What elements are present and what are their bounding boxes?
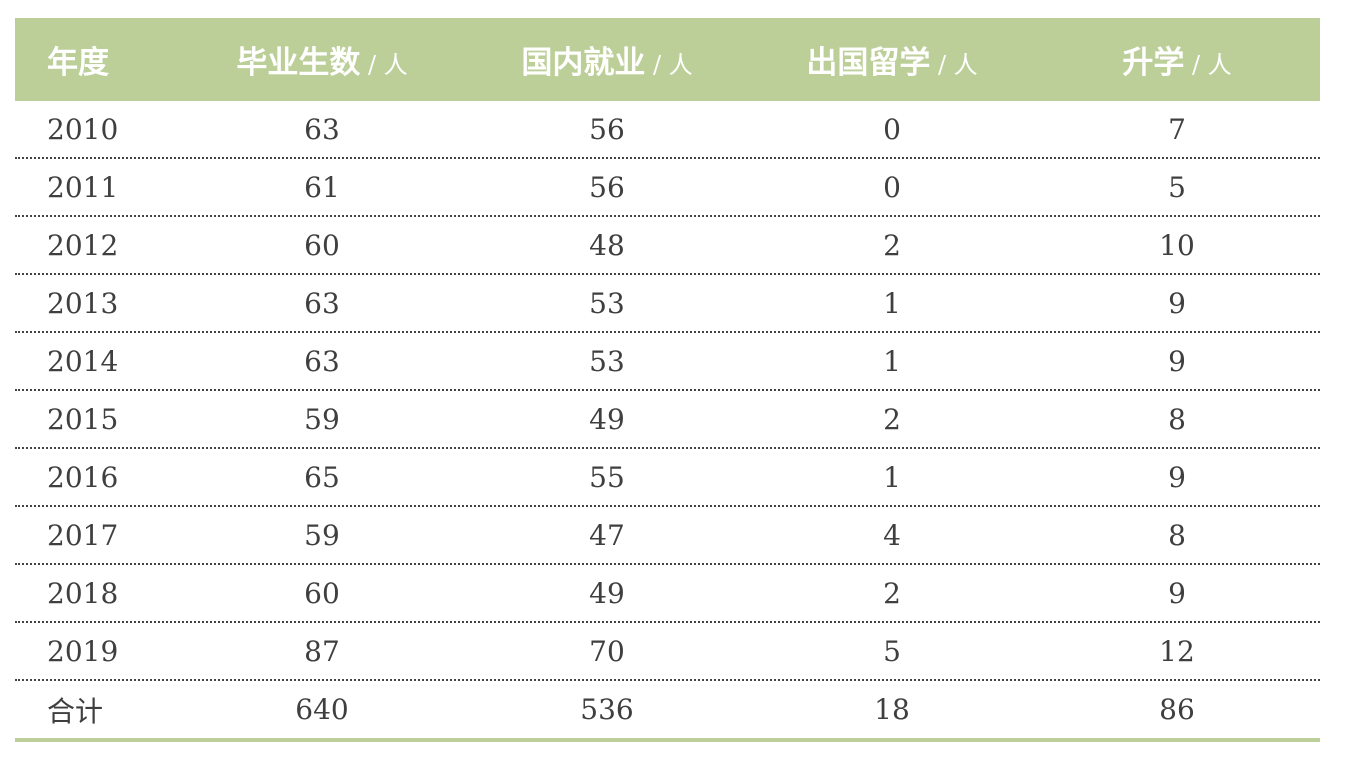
header-label: 年度	[47, 45, 109, 81]
cell-graduates: 63	[304, 112, 340, 146]
cell-graduates: 63	[304, 286, 340, 320]
cell-domestic-employment: 53	[589, 286, 625, 320]
cell-domestic-employment: 70	[589, 634, 625, 668]
table-row: 2014 63 53 1 9	[15, 333, 1320, 391]
cell-year: 2013	[47, 286, 119, 320]
cell-year: 2015	[47, 402, 119, 436]
table-row: 2010 63 56 0 7	[15, 101, 1320, 159]
header-graduates: 毕业生数 / 人	[222, 37, 422, 82]
cell-further-study: 9	[1168, 576, 1186, 610]
table-row: 2017 59 47 4 8	[15, 507, 1320, 565]
header-unit: / 人	[360, 51, 408, 79]
cell-further-study: 8	[1168, 402, 1186, 436]
total-further-study: 86	[1159, 693, 1195, 726]
cell-study-abroad: 5	[883, 634, 901, 668]
table-row: 2018 60 49 2 9	[15, 565, 1320, 623]
header-label: 国内就业	[521, 45, 646, 81]
cell-further-study: 9	[1168, 344, 1186, 378]
header-further-study: 升学 / 人	[1077, 37, 1277, 82]
cell-domestic-employment: 49	[589, 576, 625, 610]
cell-domestic-employment: 47	[589, 518, 625, 552]
header-domestic-employment: 国内就业 / 人	[507, 37, 707, 82]
graduate-statistics-table: 年度 毕业生数 / 人 国内就业 / 人 出国留学 / 人 升学 / 人 201…	[15, 18, 1320, 742]
cell-year: 2019	[47, 634, 119, 668]
cell-year: 2018	[47, 576, 119, 610]
header-unit: / 人	[930, 51, 978, 79]
total-graduates: 640	[295, 693, 349, 726]
cell-graduates: 61	[304, 170, 340, 204]
cell-domestic-employment: 55	[589, 460, 625, 494]
table-row: 2015 59 49 2 8	[15, 391, 1320, 449]
cell-graduates: 65	[304, 460, 340, 494]
cell-further-study: 9	[1168, 286, 1186, 320]
cell-study-abroad: 1	[883, 286, 901, 320]
cell-domestic-employment: 53	[589, 344, 625, 378]
header-label: 升学	[1122, 45, 1185, 81]
cell-year: 2011	[47, 170, 119, 204]
header-label: 毕业生数	[236, 45, 361, 81]
cell-graduates: 59	[304, 518, 340, 552]
cell-year: 2014	[47, 344, 119, 378]
cell-study-abroad: 2	[883, 576, 901, 610]
cell-further-study: 12	[1159, 634, 1195, 668]
table-row: 2013 63 53 1 9	[15, 275, 1320, 333]
cell-domestic-employment: 56	[589, 170, 625, 204]
table-body: 2010 63 56 0 7 2011 61 56 0 5 2012 60 48 2 10 2013 63 53 1…	[15, 101, 1320, 681]
bottom-rule	[15, 738, 1320, 742]
cell-further-study: 9	[1168, 460, 1186, 494]
total-domestic-employment: 536	[580, 693, 634, 726]
cell-study-abroad: 0	[883, 170, 901, 204]
total-label: 合计	[47, 694, 104, 728]
table-row: 2011 61 56 0 5	[15, 159, 1320, 217]
table-row: 2016 65 55 1 9	[15, 449, 1320, 507]
cell-year: 2010	[47, 112, 119, 146]
cell-further-study: 7	[1168, 112, 1186, 146]
header-label: 出国留学	[806, 45, 931, 81]
cell-graduates: 63	[304, 344, 340, 378]
cell-graduates: 60	[304, 576, 340, 610]
header-unit: / 人	[1184, 51, 1232, 79]
total-row: 合计 640 536 18 86	[15, 681, 1320, 738]
header-study-abroad: 出国留学 / 人	[792, 37, 992, 82]
cell-year: 2017	[47, 518, 119, 552]
header-year: 年度	[15, 37, 183, 82]
cell-year: 2016	[47, 460, 119, 494]
cell-further-study: 8	[1168, 518, 1186, 552]
table-header: 年度 毕业生数 / 人 国内就业 / 人 出国留学 / 人 升学 / 人	[15, 18, 1320, 101]
cell-study-abroad: 1	[883, 460, 901, 494]
cell-further-study: 10	[1159, 228, 1195, 262]
header-unit: / 人	[645, 51, 693, 79]
cell-further-study: 5	[1168, 170, 1186, 204]
table-row: 2012 60 48 2 10	[15, 217, 1320, 275]
cell-year: 2012	[47, 228, 119, 262]
table-row: 2019 87 70 5 12	[15, 623, 1320, 681]
cell-graduates: 60	[304, 228, 340, 262]
cell-domestic-employment: 56	[589, 112, 625, 146]
cell-study-abroad: 0	[883, 112, 901, 146]
cell-domestic-employment: 48	[589, 228, 625, 262]
cell-study-abroad: 2	[883, 402, 901, 436]
cell-study-abroad: 4	[883, 518, 901, 552]
cell-graduates: 59	[304, 402, 340, 436]
cell-graduates: 87	[304, 634, 340, 668]
total-study-abroad: 18	[874, 693, 910, 726]
cell-domestic-employment: 49	[589, 402, 625, 436]
cell-study-abroad: 2	[883, 228, 901, 262]
cell-study-abroad: 1	[883, 344, 901, 378]
